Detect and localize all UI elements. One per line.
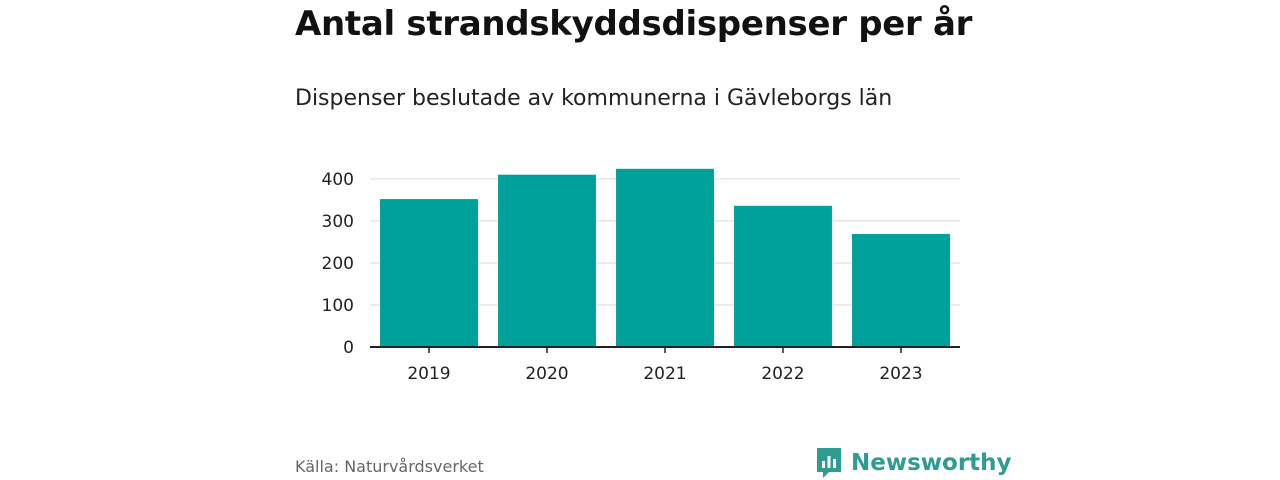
bar (734, 205, 832, 347)
y-tick-label: 300 (322, 212, 354, 232)
y-tick-label: 400 (322, 170, 354, 190)
source-note: Källa: Naturvårdsverket (295, 457, 484, 476)
bar-chart-speech-bubble-icon (817, 448, 841, 478)
brand-name: Newsworthy (851, 450, 1012, 476)
x-tick-label: 2020 (525, 364, 568, 384)
y-tick-label: 0 (343, 338, 354, 358)
x-tick-label: 2023 (879, 364, 922, 384)
x-tick-label: 2022 (761, 364, 804, 384)
brand-logo: Newsworthy (815, 446, 1012, 480)
bar (616, 168, 714, 347)
bar (498, 174, 596, 347)
chart-subtitle: Dispenser beslutade av kommunerna i Gävl… (295, 86, 893, 111)
x-tick-label: 2019 (407, 364, 450, 384)
y-tick-label: 100 (322, 296, 354, 316)
y-tick-label: 200 (322, 254, 354, 274)
bar (380, 199, 478, 347)
chart-title: Antal strandskyddsdispenser per år (295, 4, 973, 44)
x-tick-label: 2021 (643, 364, 686, 384)
bar (852, 233, 950, 347)
